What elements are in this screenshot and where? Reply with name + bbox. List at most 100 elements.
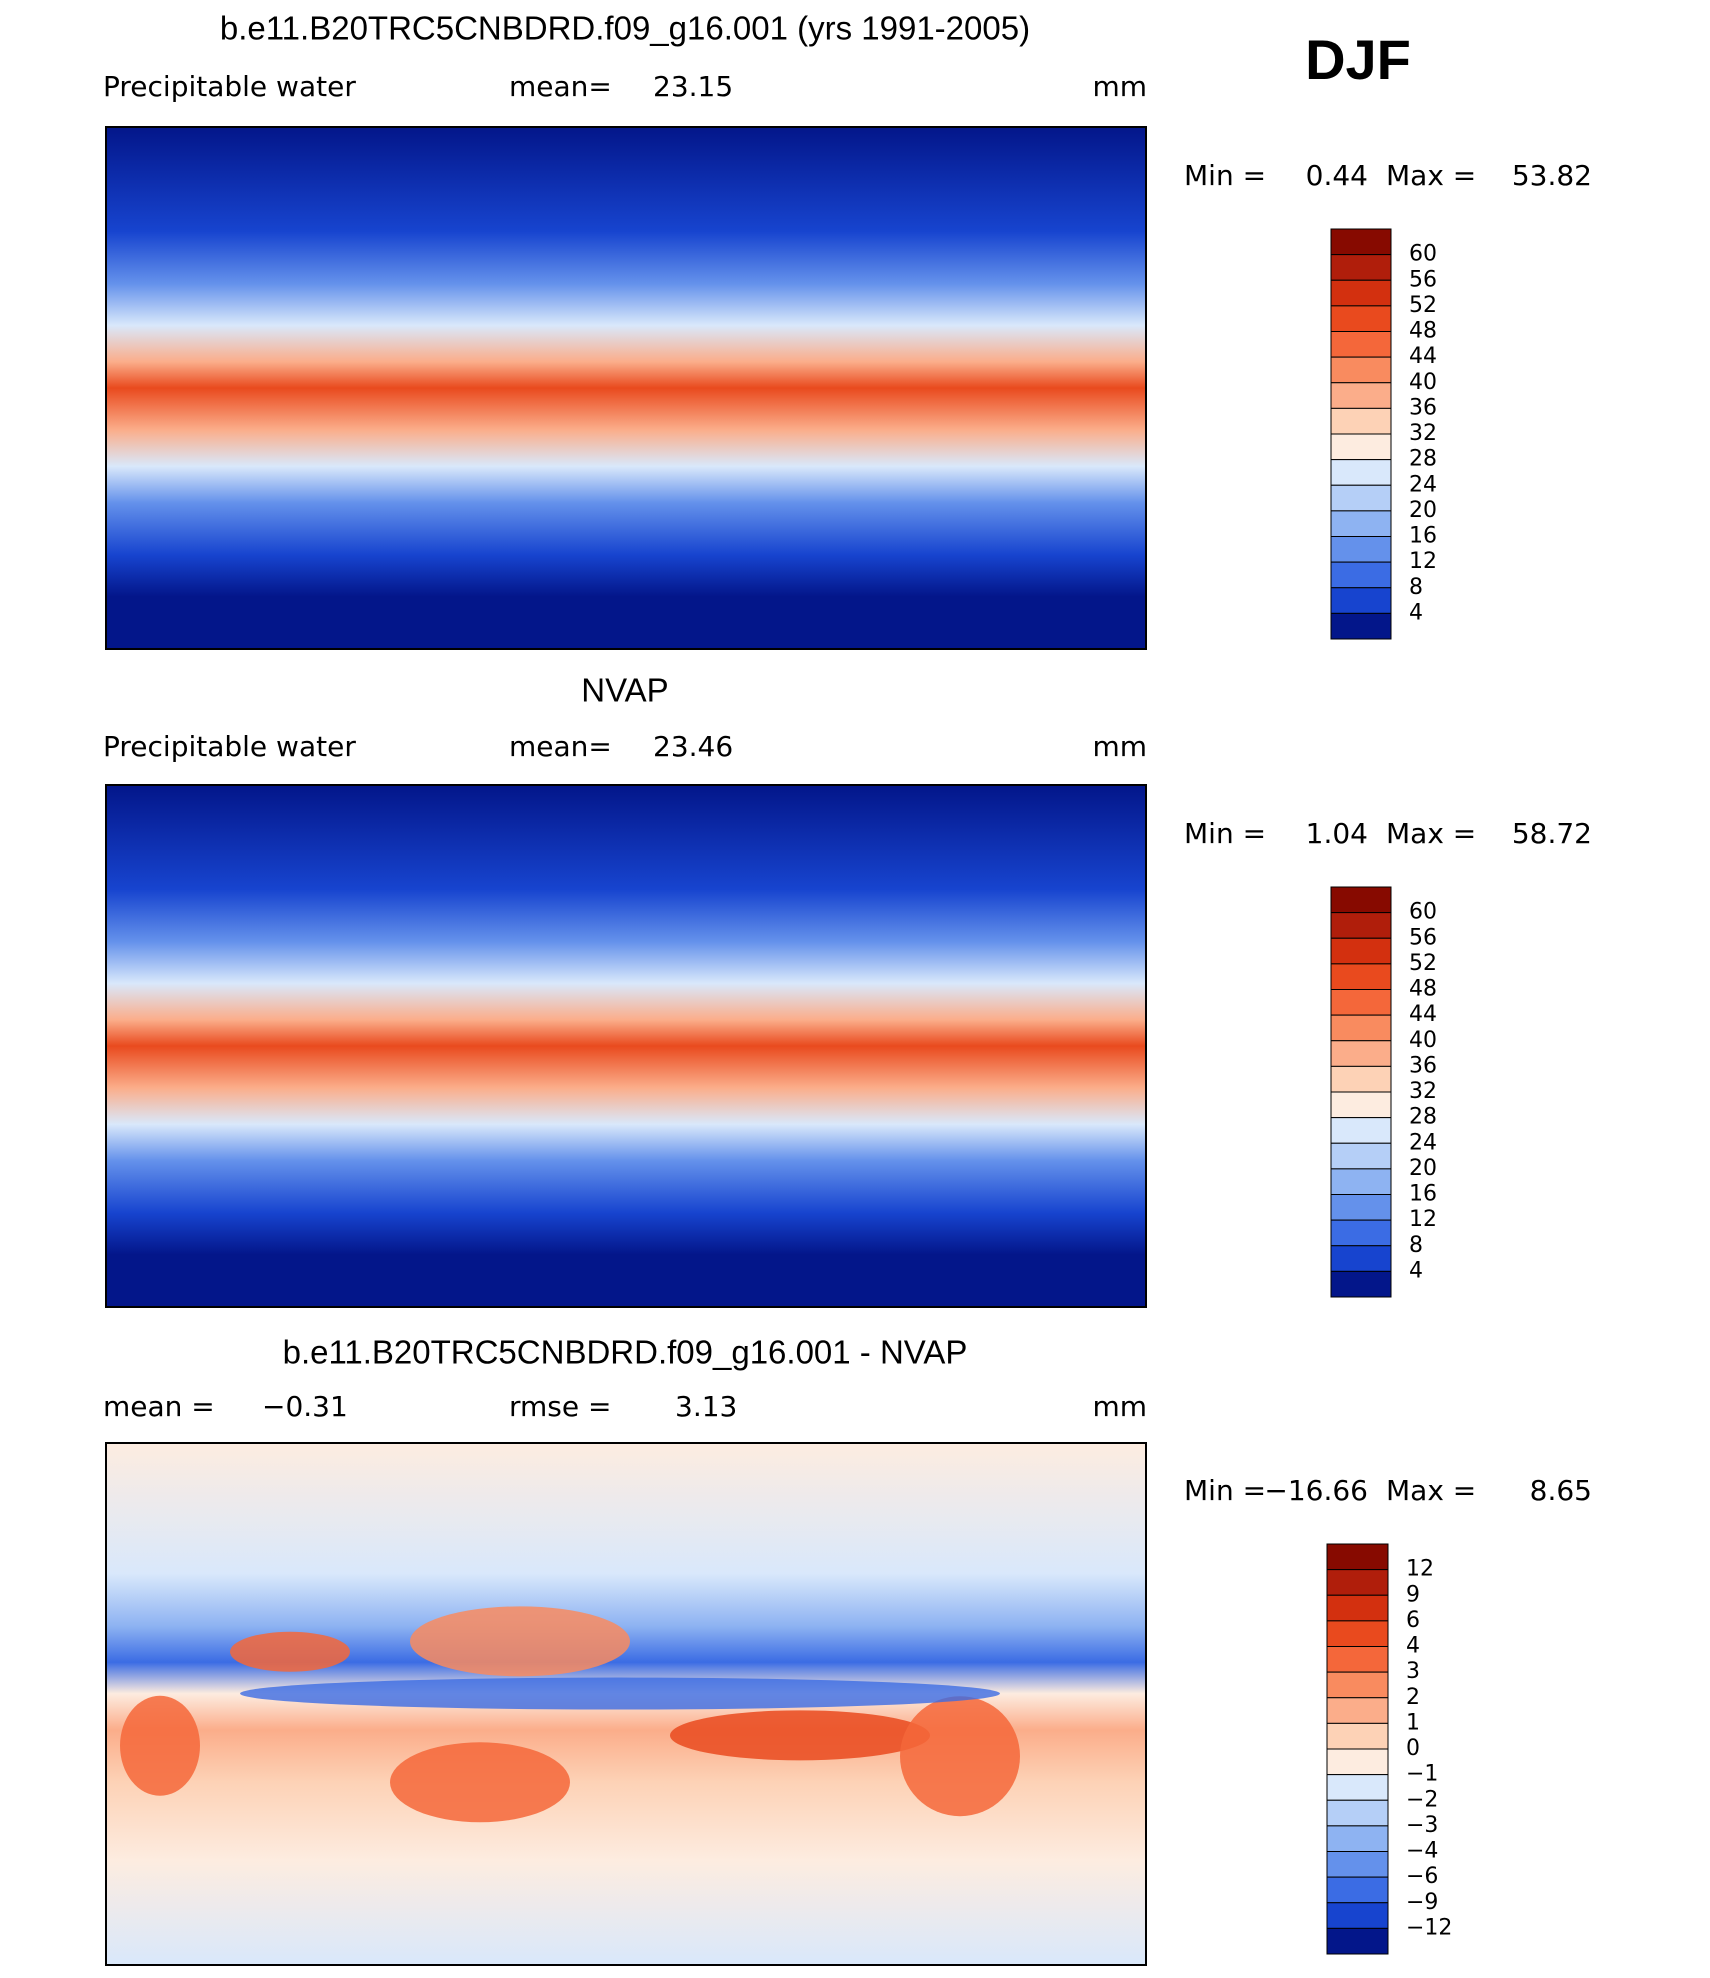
anomaly	[120, 1695, 200, 1796]
colorbar-box	[1330, 886, 1392, 914]
max-value: 8.65	[1530, 1474, 1592, 1507]
panel-title: b.e11.B20TRC5CNBDRD.f09_g16.001 (yrs 199…	[220, 10, 1030, 47]
center-label: mean=	[509, 730, 612, 763]
center-value: 23.46	[653, 730, 733, 763]
colorbar-box	[1330, 1040, 1392, 1067]
left-label: Precipitable water	[103, 70, 356, 103]
map	[106, 785, 1146, 1307]
colorbar-box	[1330, 1194, 1392, 1221]
colorbar-box	[1330, 1142, 1392, 1170]
colorbar-label: 16	[1409, 524, 1437, 549]
anomaly	[230, 1631, 350, 1672]
colorbar-label: 44	[1409, 344, 1437, 369]
colorbar-label: 2	[1406, 1685, 1420, 1710]
colorbar-label: 20	[1409, 1156, 1437, 1181]
colorbar-box	[1330, 963, 1392, 990]
colorbar-box	[1330, 912, 1392, 939]
anomaly	[390, 1742, 570, 1823]
colorbar-box	[1330, 433, 1392, 461]
colorbar-label: 32	[1409, 421, 1437, 446]
colorbar-label: −6	[1406, 1864, 1438, 1889]
colorbar-box	[1326, 1774, 1389, 1801]
colorbar-box	[1330, 937, 1392, 965]
colorbar-box	[1330, 228, 1392, 256]
colorbar-label: 60	[1409, 242, 1437, 267]
colorbar-label: 24	[1409, 472, 1437, 497]
colorbar-box	[1326, 1671, 1389, 1699]
colorbar-label: 48	[1409, 319, 1437, 344]
colorbar-label: 56	[1409, 925, 1437, 950]
min-label: Min =	[1184, 159, 1266, 192]
colorbar-label: 40	[1409, 1028, 1437, 1053]
colorbar-label: 1	[1406, 1710, 1420, 1735]
colorbar-box	[1330, 587, 1392, 614]
colorbar-box	[1330, 1117, 1392, 1144]
left-value: −0.31	[262, 1390, 348, 1423]
colorbar-box	[1326, 1825, 1389, 1852]
colorbar-box	[1326, 1876, 1389, 1904]
min-value: 1.04	[1306, 817, 1368, 850]
max-label: Max =	[1386, 817, 1476, 850]
colorbar-label: 3	[1406, 1659, 1420, 1684]
panel-title: NVAP	[581, 672, 668, 709]
panel-title: b.e11.B20TRC5CNBDRD.f09_g16.001 - NVAP	[283, 1334, 968, 1371]
colorbar-box	[1330, 989, 1392, 1016]
colorbar-label: 8	[1409, 575, 1423, 600]
colorbar-box	[1326, 1697, 1389, 1724]
colorbar-box	[1330, 1168, 1392, 1195]
map-frame	[105, 126, 1147, 650]
colorbar-box	[1326, 1927, 1389, 1955]
colorbar-box	[1326, 1902, 1389, 1929]
min-value: 0.44	[1306, 159, 1368, 192]
colorbar-label: 28	[1409, 1105, 1437, 1130]
colorbar-box	[1330, 510, 1392, 537]
colorbar-box	[1326, 1594, 1389, 1622]
map-frame	[105, 1442, 1147, 1966]
colorbar-box	[1330, 1014, 1392, 1042]
colorbar-box	[1326, 1569, 1389, 1596]
colorbar-label: −12	[1406, 1915, 1452, 1940]
colorbar-box	[1330, 356, 1392, 384]
colorbar-box	[1330, 305, 1392, 332]
units: mm	[1092, 730, 1147, 763]
units: mm	[1092, 1390, 1147, 1423]
colorbar-label: 4	[1406, 1634, 1420, 1659]
center-value: 3.13	[675, 1390, 737, 1423]
colorbar-label: −9	[1406, 1890, 1438, 1915]
colorbar-label: 44	[1409, 1002, 1437, 1027]
colorbar-label: −2	[1406, 1787, 1438, 1812]
units: mm	[1092, 70, 1147, 103]
map	[106, 127, 1146, 649]
colorbar-label: 28	[1409, 447, 1437, 472]
colorbar-label: 0	[1406, 1736, 1420, 1761]
colorbar-box	[1330, 1245, 1392, 1272]
left-label: Precipitable water	[103, 730, 356, 763]
colorbar-label: 12	[1409, 1207, 1437, 1232]
colorbar-box	[1330, 484, 1392, 512]
season-label: DJF	[1305, 28, 1411, 91]
anomaly	[900, 1696, 1020, 1817]
colorbar-box	[1326, 1543, 1389, 1571]
min-label: Min =	[1184, 817, 1266, 850]
colorbar-label: 52	[1409, 951, 1437, 976]
colorbar-box	[1330, 331, 1392, 358]
colorbar-box	[1326, 1799, 1389, 1827]
colorbar-label: 36	[1409, 1053, 1437, 1078]
colorbar-box	[1330, 254, 1392, 281]
colorbar-label: 48	[1409, 977, 1437, 1002]
colorbar-box	[1330, 612, 1392, 640]
colorbar-label: 24	[1409, 1130, 1437, 1155]
colorbar-box	[1326, 1722, 1389, 1750]
colorbar-box	[1330, 561, 1392, 589]
left-label: mean =	[103, 1390, 215, 1423]
colorbar-label: 12	[1406, 1557, 1434, 1582]
colorbar-label: −3	[1406, 1813, 1438, 1838]
colorbar-box	[1330, 536, 1392, 563]
colorbar-label: −4	[1406, 1839, 1438, 1864]
colorbar-box	[1326, 1646, 1389, 1673]
anomaly	[240, 1677, 1000, 1710]
min-label: Min =	[1184, 1474, 1266, 1507]
colorbar-label: 4	[1409, 600, 1423, 625]
min-value: −16.66	[1264, 1474, 1368, 1507]
